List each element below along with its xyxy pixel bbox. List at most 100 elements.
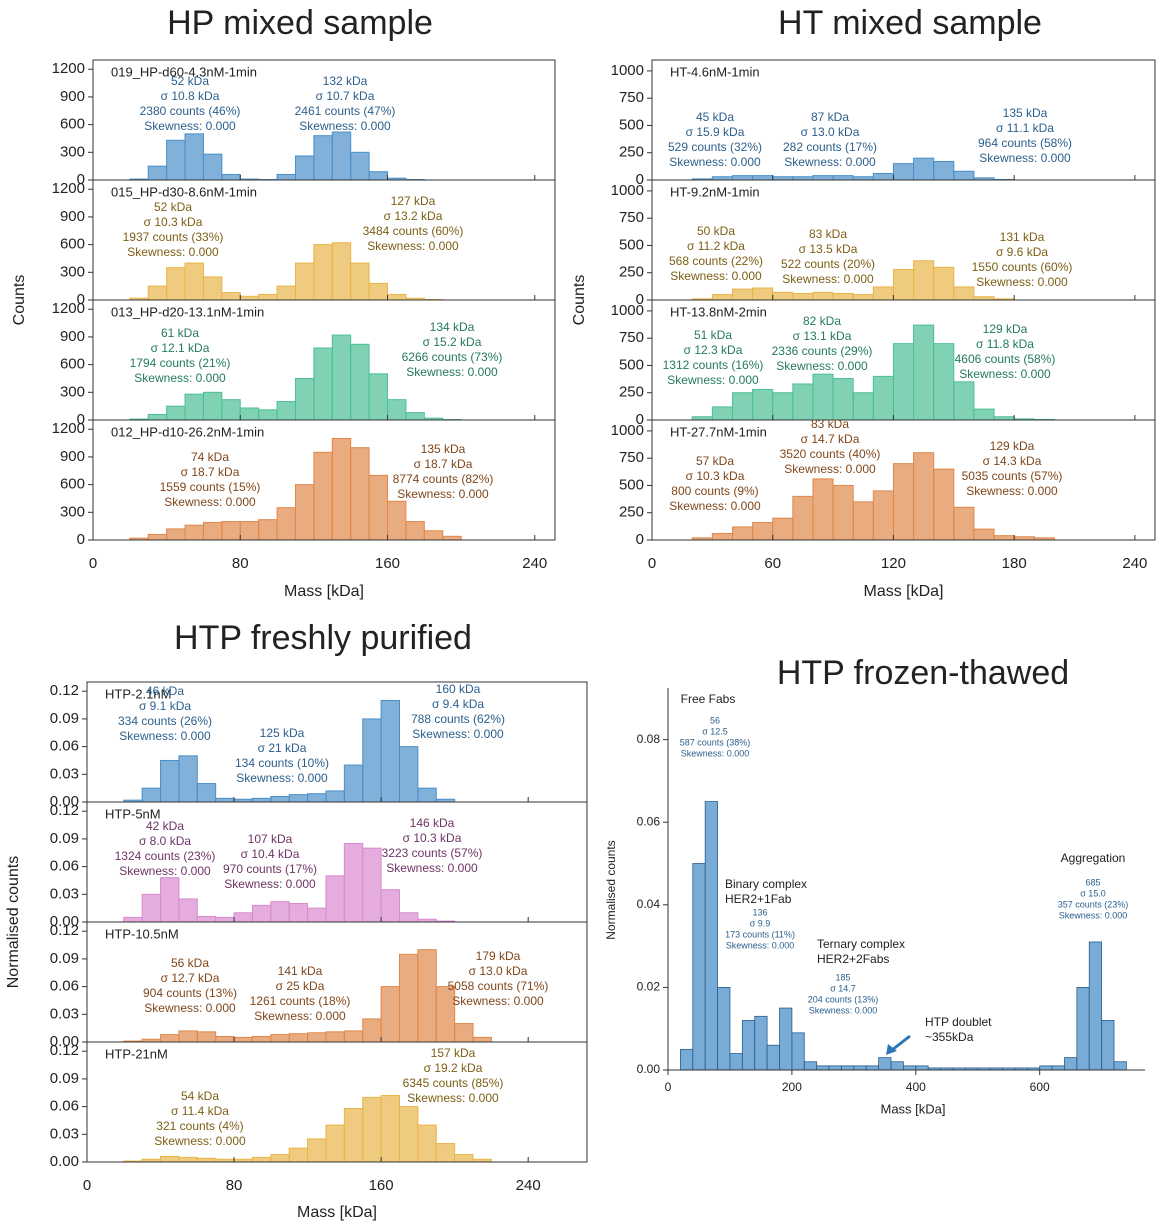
annotation-stat: 685 [1085, 877, 1100, 887]
peak-annotation: σ 9.1 kDa [139, 699, 191, 713]
peak-annotation: 107 kDa [248, 832, 293, 846]
histogram-bar [147, 413, 168, 421]
y-tick-label: 300 [60, 383, 85, 400]
y-tick-label: 250 [619, 264, 644, 281]
histogram-bar [307, 1138, 327, 1163]
annotation-title: HER2+2Fabs [817, 952, 889, 966]
histogram-bar [1088, 941, 1103, 1071]
histogram-bar [731, 288, 754, 301]
peak-annotation: 6266 counts (73%) [402, 350, 503, 364]
histogram-bar [454, 1154, 474, 1163]
panel-label: 013_HP-d20-13.1nM-1min [111, 304, 264, 319]
histogram-bar [772, 291, 794, 301]
histogram-bar [276, 285, 296, 301]
peak-annotation: 321 counts (4%) [156, 1119, 243, 1133]
peak-annotation: σ 12.1 kDa [151, 341, 210, 355]
peak-annotation: σ 11.8 kDa [976, 337, 1034, 351]
peak-annotation: 46 kDa [146, 684, 184, 698]
histogram-bar [729, 1053, 743, 1071]
x-tick-label: 200 [782, 1080, 802, 1094]
peak-annotation: 5058 counts (71%) [448, 979, 549, 993]
histogram-bar [915, 1065, 929, 1071]
histogram-bar [160, 1034, 180, 1043]
y-tick-label: 750 [619, 209, 644, 226]
y-tick-label: 0.06 [50, 858, 79, 875]
peak-annotation: Skewness: 0.000 [236, 771, 328, 785]
peak-annotation: 1550 counts (60%) [972, 260, 1073, 274]
y-tick-label: 0.09 [50, 830, 79, 847]
panel-label: HT-9.2nM-1min [670, 184, 760, 199]
peak-annotation: Skewness: 0.000 [669, 499, 761, 513]
peak-annotation: 74 kDa [191, 450, 229, 464]
panel-label: HT-27.7nM-1min [670, 424, 767, 439]
histogram-bar [160, 1155, 180, 1163]
peak-annotation: σ 8.0 kDa [139, 834, 191, 848]
y-tick-label: 500 [619, 476, 644, 493]
peak-annotation: 157 kDa [431, 1046, 476, 1060]
histogram-bar [380, 1095, 400, 1163]
annotation-title: Binary complex [725, 877, 807, 891]
histogram-bar [717, 987, 731, 1071]
histogram-bar [313, 347, 333, 421]
histogram-bar [1064, 1057, 1078, 1071]
histogram-bar [772, 517, 794, 541]
y-tick-label: 300 [60, 503, 85, 520]
histogram-bar [343, 1107, 364, 1163]
peak-annotation: σ 10.4 kDa [241, 847, 300, 861]
chart-title: HTP frozen-thawed [777, 654, 1069, 692]
histogram-bar [343, 764, 364, 803]
peak-annotation: σ 11.2 kDa [687, 239, 745, 253]
x-tick-label: 0 [665, 1080, 672, 1094]
histogram-bar [387, 399, 407, 421]
histogram-bar [368, 282, 389, 301]
annotation-stat: σ 15.0 [1080, 888, 1106, 898]
histogram-bar [890, 1061, 904, 1071]
peak-annotation: 4606 counts (58%) [955, 352, 1056, 366]
histogram-bar [1113, 1061, 1127, 1071]
y-tick-label: 0.06 [50, 738, 79, 755]
y-tick-label: 600 [60, 236, 85, 253]
peak-annotation: 134 counts (10%) [235, 756, 329, 770]
histogram-bar [704, 801, 718, 1071]
peak-annotation: σ 18.7 kDa [414, 457, 473, 471]
annotation-title: HTP doublet [925, 1015, 992, 1029]
histogram-bar [362, 718, 382, 803]
y-tick-label: 900 [60, 448, 85, 465]
peak-annotation: 129 kDa [990, 439, 1035, 453]
histogram-bar [779, 1007, 793, 1071]
histogram-bar [832, 378, 854, 421]
histogram-bar [387, 500, 407, 541]
peak-annotation: Skewness: 0.000 [144, 119, 236, 133]
annotation-stat: 185 [835, 972, 850, 982]
peak-annotation: Skewness: 0.000 [299, 119, 391, 133]
peak-annotation: σ 13.0 kDa [801, 125, 860, 139]
histogram-bar [313, 135, 333, 181]
y-tick-label: 0.08 [637, 732, 661, 746]
peak-annotation: Skewness: 0.000 [224, 877, 316, 891]
histogram-bar [472, 1036, 492, 1043]
histogram-bar [307, 907, 327, 923]
peak-annotation: Skewness: 0.000 [397, 487, 489, 501]
peak-annotation: 2336 counts (29%) [772, 344, 873, 358]
annotation-stat: σ 14.7 [830, 983, 856, 993]
histogram-bar [828, 1065, 842, 1071]
annotation-stat: Skewness: 0.000 [681, 748, 750, 758]
y-tick-label: 500 [619, 116, 644, 133]
histogram-bar [973, 408, 995, 421]
y-tick-label: 0.09 [50, 950, 79, 967]
y-tick-label: 0.09 [50, 710, 79, 727]
histogram-bar [913, 157, 935, 181]
annotation-title: Free Fabs [681, 692, 736, 706]
histogram-bar [953, 170, 975, 181]
y-tick-label: 500 [619, 236, 644, 253]
histogram-bar [202, 153, 223, 181]
y-tick-label: 1000 [611, 62, 644, 79]
peak-annotation: σ 11.4 kDa [171, 1104, 229, 1118]
histogram-bar [368, 373, 389, 421]
y-tick-label: 1200 [52, 420, 85, 437]
histogram-bar [417, 787, 437, 803]
arrow [891, 1034, 911, 1052]
histogram-bar [872, 490, 894, 541]
histogram-bar [368, 171, 389, 181]
y-tick-label: 0.12 [50, 802, 79, 819]
